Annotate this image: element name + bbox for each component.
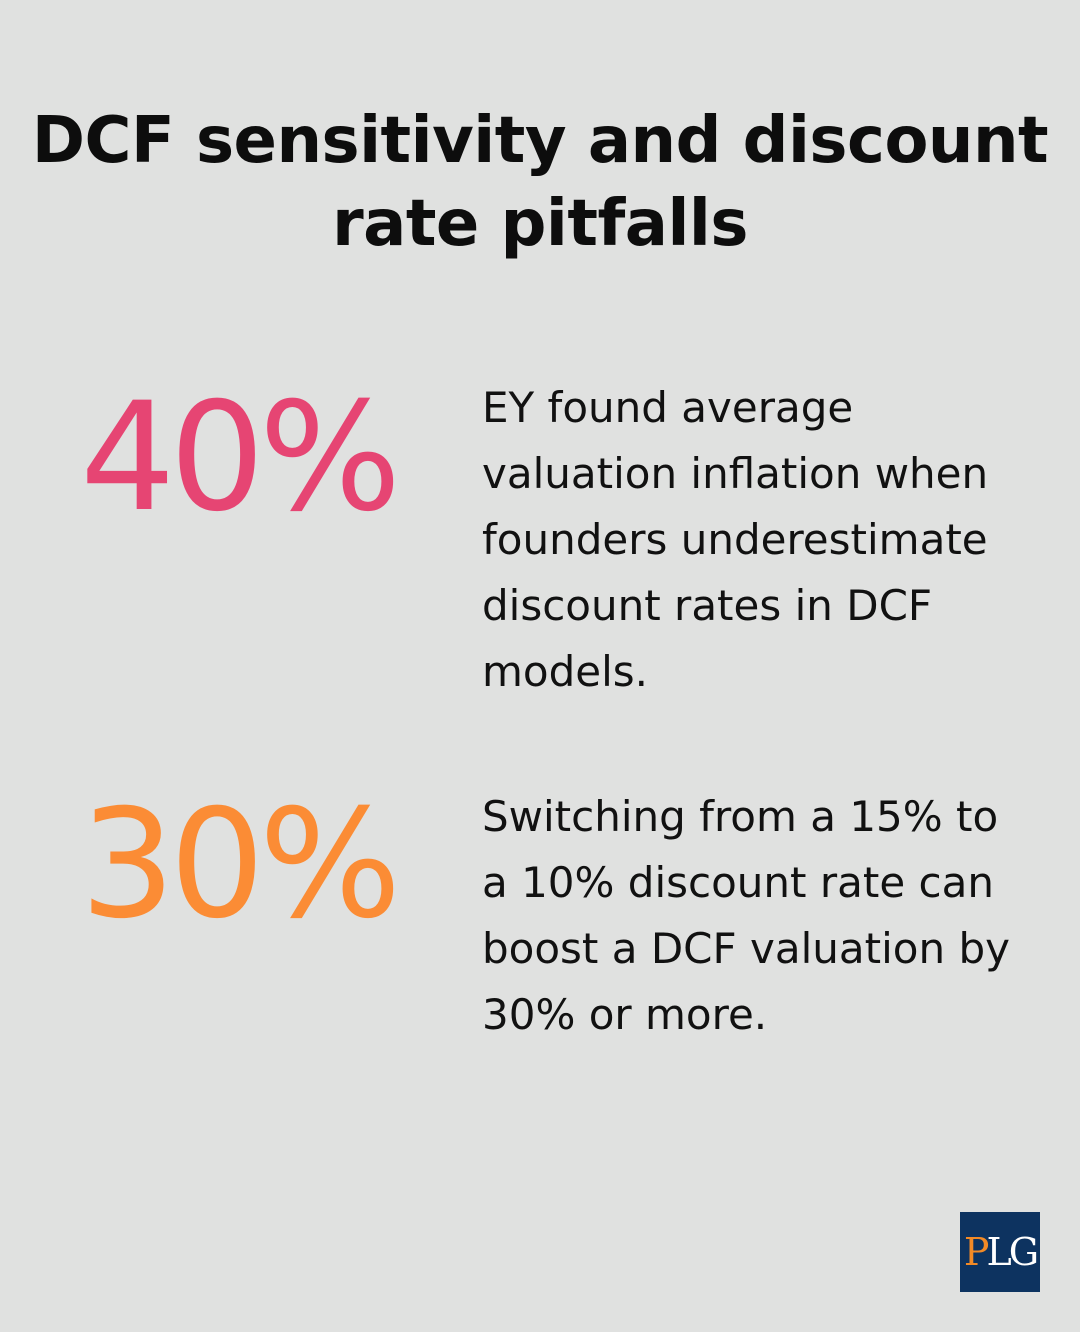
stat-value-30: 30% [80,778,401,952]
stat-description-30: Switching from a 15% to a 10% discount r… [482,792,1010,1039]
logo-letter-l: L [986,1230,1011,1274]
stat-description-40: EY found average valuation inflation whe… [482,383,989,696]
stat-value-40: 40% [80,371,401,545]
logo-letter-g: G [1008,1230,1039,1274]
logo-letter-p: P [963,1230,990,1274]
page-title: DCF sensitivity and discount rate pitfal… [31,104,1049,261]
